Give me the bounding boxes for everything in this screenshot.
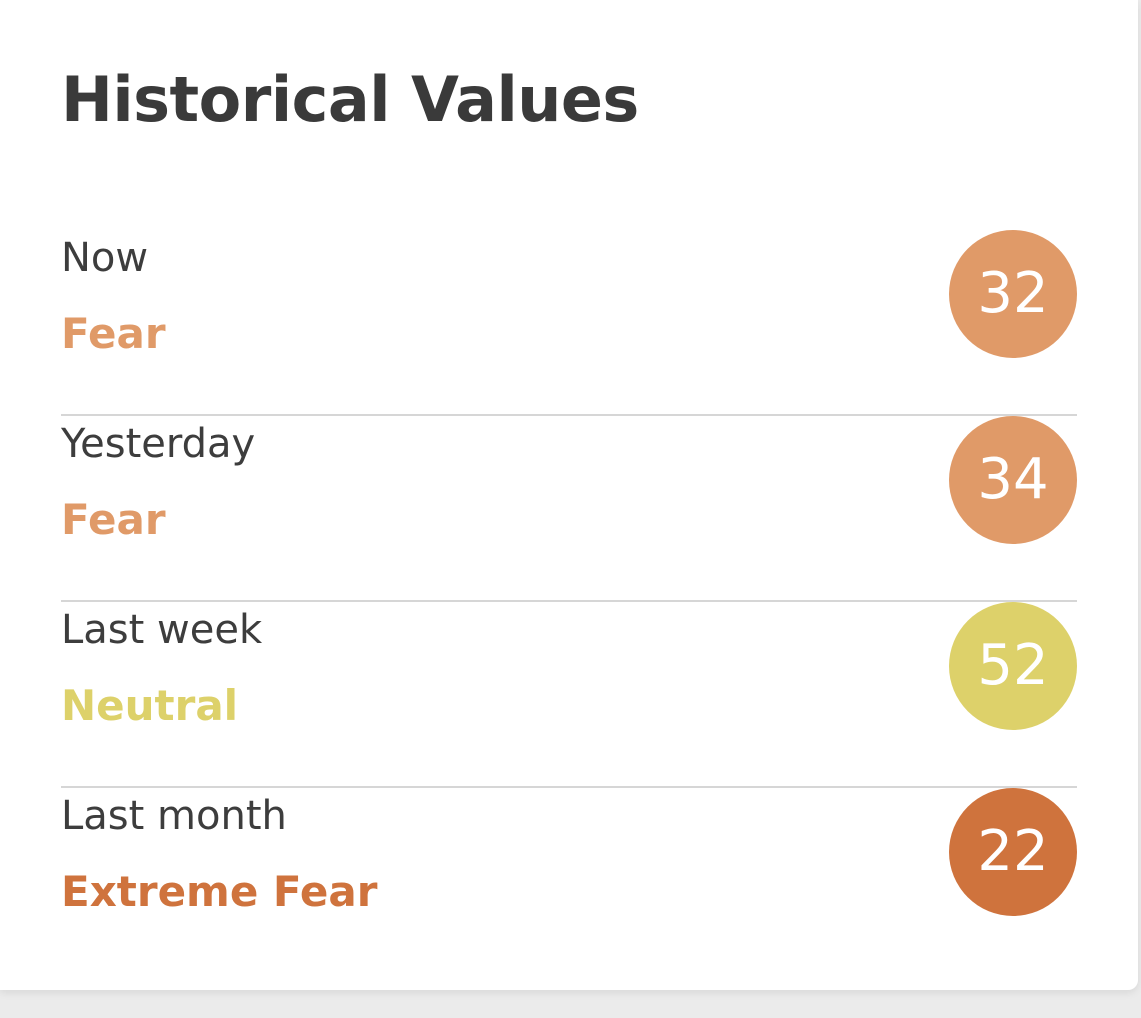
sentiment-label: Fear (61, 309, 166, 358)
value-badge: 34 (949, 416, 1077, 544)
history-row-last-month: Last month Extreme Fear 22 (61, 788, 1077, 974)
period-label: Last month (61, 793, 287, 839)
history-row-now: Now Fear 32 (61, 230, 1077, 416)
card-title: Historical Values (61, 63, 639, 136)
history-row-yesterday: Yesterday Fear 34 (61, 416, 1077, 602)
value-badge: 22 (949, 788, 1077, 916)
history-row-last-week: Last week Neutral 52 (61, 602, 1077, 788)
sentiment-label: Fear (61, 495, 166, 544)
row-divider (61, 414, 1077, 416)
period-label: Now (61, 235, 149, 281)
period-label: Last week (61, 607, 263, 653)
period-label: Yesterday (61, 421, 256, 467)
history-list: Now Fear 32 Yesterday Fear 34 Last week … (61, 230, 1077, 974)
row-divider (61, 600, 1077, 602)
sentiment-label: Extreme Fear (61, 867, 378, 916)
value-badge: 52 (949, 602, 1077, 730)
row-divider (61, 786, 1077, 788)
sentiment-label: Neutral (61, 681, 239, 730)
value-badge: 32 (949, 230, 1077, 358)
historical-values-card: Historical Values Now Fear 32 Yesterday … (0, 0, 1138, 990)
